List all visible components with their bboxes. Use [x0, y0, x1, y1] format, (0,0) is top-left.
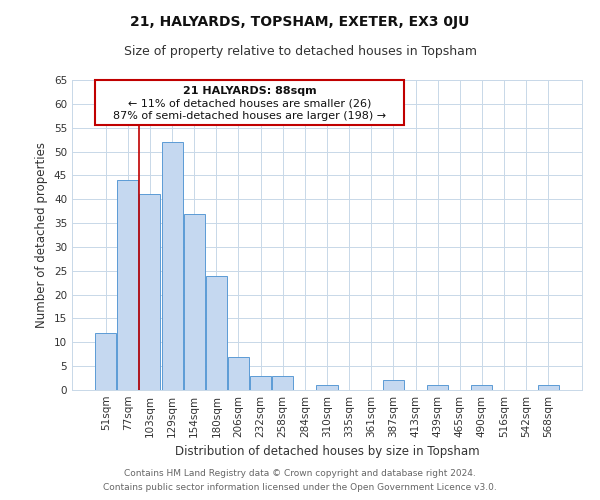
Bar	[538, 385, 559, 390]
Text: Contains HM Land Registry data © Crown copyright and database right 2024.: Contains HM Land Registry data © Crown c…	[124, 468, 476, 477]
Text: 21, HALYARDS, TOPSHAM, EXETER, EX3 0JU: 21, HALYARDS, TOPSHAM, EXETER, EX3 0JU	[130, 15, 470, 29]
Bar	[161, 142, 182, 390]
X-axis label: Distribution of detached houses by size in Topsham: Distribution of detached houses by size …	[175, 446, 479, 458]
Bar	[250, 376, 271, 390]
Bar	[472, 385, 493, 390]
Bar	[228, 356, 249, 390]
Bar	[95, 333, 116, 390]
Y-axis label: Number of detached properties: Number of detached properties	[35, 142, 49, 328]
Bar	[383, 380, 404, 390]
FancyBboxPatch shape	[95, 80, 404, 126]
Text: Size of property relative to detached houses in Topsham: Size of property relative to detached ho…	[124, 45, 476, 58]
Bar	[139, 194, 160, 390]
Bar	[206, 276, 227, 390]
Text: Contains public sector information licensed under the Open Government Licence v3: Contains public sector information licen…	[103, 484, 497, 492]
Text: 87% of semi-detached houses are larger (198) →: 87% of semi-detached houses are larger (…	[113, 112, 386, 122]
Bar	[184, 214, 205, 390]
Bar	[118, 180, 139, 390]
Text: ← 11% of detached houses are smaller (26): ← 11% of detached houses are smaller (26…	[128, 98, 371, 108]
Bar	[316, 385, 338, 390]
Bar	[272, 376, 293, 390]
Bar	[427, 385, 448, 390]
Text: 21 HALYARDS: 88sqm: 21 HALYARDS: 88sqm	[183, 86, 317, 96]
